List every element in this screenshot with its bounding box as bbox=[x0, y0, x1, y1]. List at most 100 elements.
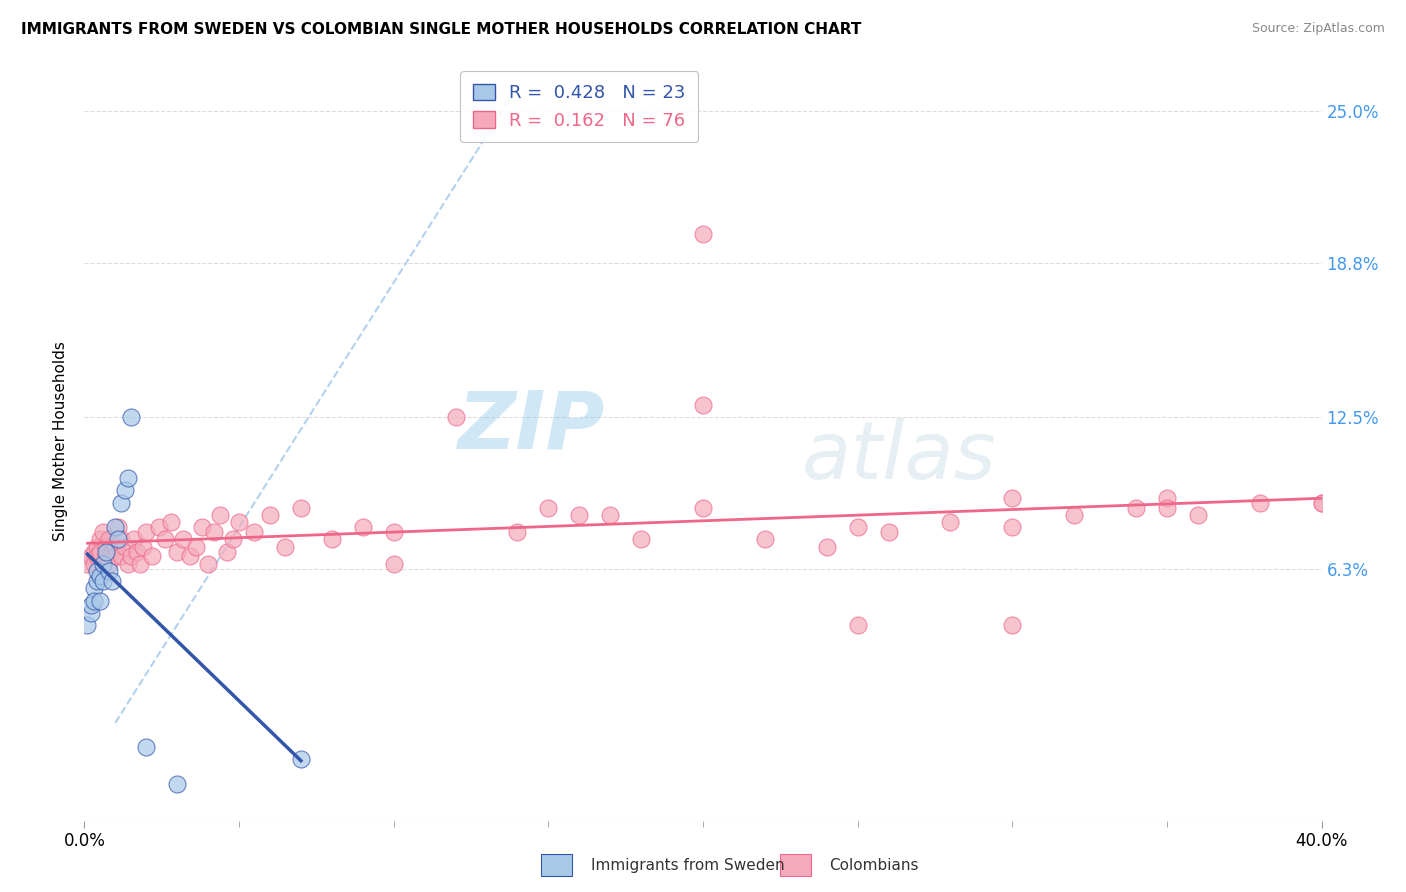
Point bbox=[76, 618, 98, 632]
Text: Source: ZipAtlas.com: Source: ZipAtlas.com bbox=[1251, 22, 1385, 36]
Legend: R =  0.428   N = 23, R =  0.162   N = 76: R = 0.428 N = 23, R = 0.162 N = 76 bbox=[460, 71, 699, 143]
Point bbox=[141, 549, 163, 564]
Point bbox=[76, 557, 98, 571]
Point bbox=[89, 593, 111, 607]
Point bbox=[89, 533, 111, 547]
Point bbox=[110, 533, 132, 547]
Point bbox=[129, 557, 152, 571]
Point bbox=[259, 508, 281, 522]
Point bbox=[148, 520, 170, 534]
Point bbox=[104, 540, 127, 554]
Point bbox=[86, 564, 108, 578]
Point bbox=[939, 515, 962, 529]
Text: Immigrants from Sweden: Immigrants from Sweden bbox=[591, 858, 785, 872]
Text: ZIP: ZIP bbox=[457, 387, 605, 466]
Point bbox=[506, 524, 529, 539]
Point bbox=[815, 540, 838, 554]
Point bbox=[104, 549, 127, 564]
Point bbox=[117, 471, 139, 485]
Point bbox=[125, 544, 148, 558]
Point bbox=[568, 508, 591, 522]
Point bbox=[184, 540, 207, 554]
Point bbox=[114, 540, 136, 554]
Point bbox=[215, 544, 238, 558]
Point bbox=[98, 564, 121, 578]
Point bbox=[98, 557, 121, 571]
Point bbox=[79, 549, 101, 564]
Point bbox=[91, 557, 114, 571]
Point bbox=[1156, 491, 1178, 505]
Point bbox=[630, 533, 652, 547]
Point bbox=[98, 533, 121, 547]
Point bbox=[153, 533, 176, 547]
Point bbox=[1249, 496, 1271, 510]
Point bbox=[209, 508, 232, 522]
Point bbox=[110, 549, 132, 564]
Point bbox=[94, 540, 117, 554]
Text: Colombians: Colombians bbox=[830, 858, 920, 872]
Point bbox=[1310, 496, 1333, 510]
Point bbox=[79, 599, 101, 613]
Point bbox=[122, 533, 145, 547]
Point bbox=[91, 574, 114, 588]
Point bbox=[877, 524, 900, 539]
Point bbox=[120, 549, 142, 564]
FancyBboxPatch shape bbox=[780, 854, 811, 876]
Point bbox=[846, 520, 869, 534]
Y-axis label: Single Mother Households: Single Mother Households bbox=[53, 342, 69, 541]
Point bbox=[104, 520, 127, 534]
Point bbox=[1001, 618, 1024, 632]
Point bbox=[1310, 496, 1333, 510]
Point bbox=[117, 557, 139, 571]
Point bbox=[197, 557, 219, 571]
FancyBboxPatch shape bbox=[541, 854, 572, 876]
Point bbox=[202, 524, 225, 539]
Point bbox=[382, 557, 405, 571]
Point bbox=[599, 508, 621, 522]
Point bbox=[692, 398, 714, 412]
Point bbox=[222, 533, 245, 547]
Point bbox=[132, 540, 155, 554]
Point bbox=[243, 524, 266, 539]
Point bbox=[101, 574, 124, 588]
Point bbox=[1156, 500, 1178, 515]
Point bbox=[1125, 500, 1147, 515]
Point bbox=[1001, 520, 1024, 534]
Point bbox=[352, 520, 374, 534]
Point bbox=[191, 520, 214, 534]
Point bbox=[135, 740, 157, 755]
Point bbox=[94, 549, 117, 564]
Point bbox=[86, 574, 108, 588]
Point bbox=[172, 533, 194, 547]
Point bbox=[94, 544, 117, 558]
Point bbox=[692, 227, 714, 241]
Point bbox=[537, 500, 560, 515]
Point bbox=[107, 520, 129, 534]
Point bbox=[382, 524, 405, 539]
Point bbox=[166, 777, 188, 791]
Point bbox=[83, 544, 105, 558]
Point bbox=[114, 483, 136, 498]
Text: IMMIGRANTS FROM SWEDEN VS COLOMBIAN SINGLE MOTHER HOUSEHOLDS CORRELATION CHART: IMMIGRANTS FROM SWEDEN VS COLOMBIAN SING… bbox=[21, 22, 862, 37]
Point bbox=[135, 524, 157, 539]
Point bbox=[846, 618, 869, 632]
Point bbox=[110, 496, 132, 510]
Point bbox=[89, 569, 111, 583]
Point bbox=[86, 540, 108, 554]
Point bbox=[290, 500, 312, 515]
Point bbox=[120, 410, 142, 425]
Point bbox=[89, 544, 111, 558]
Point bbox=[321, 533, 343, 547]
Point bbox=[274, 540, 297, 554]
Point bbox=[86, 549, 108, 564]
Point bbox=[101, 544, 124, 558]
Point bbox=[1187, 508, 1209, 522]
Point bbox=[692, 500, 714, 515]
Point bbox=[79, 606, 101, 620]
Point bbox=[83, 593, 105, 607]
Point bbox=[179, 549, 201, 564]
Point bbox=[83, 557, 105, 571]
Point bbox=[754, 533, 776, 547]
Point bbox=[91, 524, 114, 539]
Point bbox=[444, 410, 467, 425]
